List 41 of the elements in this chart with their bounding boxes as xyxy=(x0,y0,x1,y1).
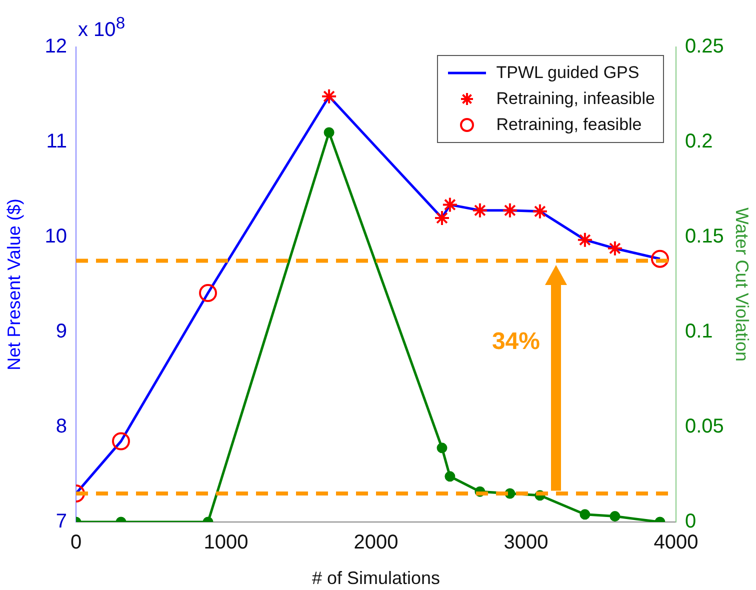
y2-tick-label: 0.15 xyxy=(685,226,724,248)
point xyxy=(650,250,669,268)
y-tick-label: 12 xyxy=(44,36,67,58)
y2-tick-label: 0.1 xyxy=(685,320,713,343)
legend-label: Retraining, feasible xyxy=(496,115,642,135)
y2-axis-title: Water Cut Violation xyxy=(732,207,752,362)
y-tick-label: 10 xyxy=(44,226,67,248)
point xyxy=(576,232,593,248)
y-tick-label: 8 xyxy=(56,416,67,438)
y-axis-title: Net Present Value ($) xyxy=(4,198,24,370)
text: x 10$^{8}$ xyxy=(78,13,126,41)
x-tick-label: 4000 xyxy=(654,532,698,554)
point xyxy=(532,203,548,220)
y-tick-label: 9 xyxy=(56,320,67,343)
x-tick-label: 3000 xyxy=(504,532,548,554)
point xyxy=(199,284,217,302)
y2-tick-label: 0.25 xyxy=(685,36,724,58)
y-tick-label: 11 xyxy=(46,130,67,153)
point xyxy=(436,442,448,454)
point xyxy=(472,202,488,218)
point xyxy=(444,471,456,482)
y2-tick-label: 0 xyxy=(685,510,696,533)
y2-tick-label: 0.05 xyxy=(685,416,724,438)
y2-tick-label: 0.2 xyxy=(685,130,713,153)
legend-label: Retraining, infeasible xyxy=(496,89,655,109)
x-tick-label: 1000 xyxy=(204,532,248,554)
x-tick-label: 2000 xyxy=(354,532,398,554)
point xyxy=(112,432,130,450)
point xyxy=(434,210,450,226)
point xyxy=(502,202,518,218)
point xyxy=(610,511,620,522)
point xyxy=(324,127,334,138)
point xyxy=(580,509,590,520)
legend-label: TPWL guided GPS xyxy=(496,63,640,83)
y-tick-label: 7 xyxy=(56,510,67,533)
x-tick-label: 0 xyxy=(70,532,82,554)
point xyxy=(606,240,623,256)
x-axis-title: # of Simulations xyxy=(312,568,440,588)
annotation: 34% xyxy=(492,328,540,355)
point xyxy=(442,196,458,213)
point xyxy=(321,88,338,104)
